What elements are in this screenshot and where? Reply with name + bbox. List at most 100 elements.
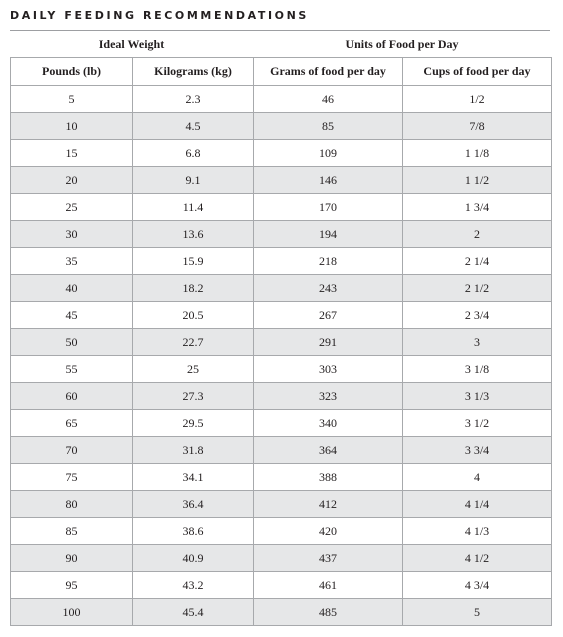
table-cell: 4 1/4 (402, 490, 552, 518)
table-cell: 243 (253, 274, 403, 302)
table-cell: 95 (10, 571, 133, 599)
table-cell: 4 1/2 (402, 544, 552, 572)
table-cell: 218 (253, 247, 403, 275)
table-cell: 38.6 (132, 517, 254, 545)
column-header: Cups of food per day (402, 57, 552, 86)
group-header: Ideal Weight (98, 37, 165, 51)
table-cell: 20.5 (132, 301, 254, 329)
table-cell: 2.3 (132, 85, 254, 113)
table-cell: 46 (253, 85, 403, 113)
divider (10, 30, 550, 31)
table-cell: 4 1/3 (402, 517, 552, 545)
table-cell: 3 3/4 (402, 436, 552, 464)
header-row: Pounds (lb) Kilograms (kg) Grams of food p… (10, 57, 552, 86)
table-row: 30 13.6 194 2 (10, 220, 552, 248)
table-cell: 60 (10, 382, 133, 410)
table-row: 90 40.9 437 4 1/2 (10, 544, 552, 572)
table-row: 10 4.5 85 7/8 (10, 112, 552, 140)
title: DAILY FEEDING RECOMMENDATIONS (10, 9, 309, 22)
table-cell: 5 (10, 85, 133, 113)
table-cell: 13.6 (132, 220, 254, 248)
table-row: 75 34.1 388 4 (10, 463, 552, 491)
table-cell: 10 (10, 112, 133, 140)
column-header: Kilograms (kg) (132, 57, 254, 86)
table-cell: 170 (253, 193, 403, 221)
table-cell: 25 (132, 355, 254, 383)
table-cell: 43.2 (132, 571, 254, 599)
table-cell: 1/2 (402, 85, 552, 113)
table-cell: 50 (10, 328, 133, 356)
table-cell: 2 3/4 (402, 301, 552, 329)
table-row: 95 43.2 461 4 3/4 (10, 571, 552, 599)
table-cell: 27.3 (132, 382, 254, 410)
table-cell: 420 (253, 517, 403, 545)
table-cell: 1 3/4 (402, 193, 552, 221)
table-cell: 388 (253, 463, 403, 491)
table-cell: 2 1/4 (402, 247, 552, 275)
table-cell: 15.9 (132, 247, 254, 275)
table-row: 15 6.8 109 1 1/8 (10, 139, 552, 167)
table-cell: 109 (253, 139, 403, 167)
table-row: 60 27.3 323 3 1/3 (10, 382, 552, 410)
table-cell: 194 (253, 220, 403, 248)
table-cell: 25 (10, 193, 133, 221)
table-cell: 3 1/2 (402, 409, 552, 437)
table-cell: 70 (10, 436, 133, 464)
table-cell: 7/8 (402, 112, 552, 140)
table-cell: 100 (10, 598, 133, 626)
table-cell: 34.1 (132, 463, 254, 491)
table-cell: 18.2 (132, 274, 254, 302)
table-cell: 323 (253, 382, 403, 410)
table-cell: 45.4 (132, 598, 254, 626)
table-row: 5 2.3 46 1/2 (10, 85, 552, 113)
table-cell: 364 (253, 436, 403, 464)
table-cell: 90 (10, 544, 133, 572)
table-cell: 6.8 (132, 139, 254, 167)
table-cell: 4 3/4 (402, 571, 552, 599)
table-row: 70 31.8 364 3 3/4 (10, 436, 552, 464)
table-cell: 9.1 (132, 166, 254, 194)
table-cell: 3 (402, 328, 552, 356)
table-row: 65 29.5 340 3 1/2 (10, 409, 552, 437)
table-cell: 4 (402, 463, 552, 491)
table-cell: 80 (10, 490, 133, 518)
table-cell: 55 (10, 355, 133, 383)
table-cell: 3 1/8 (402, 355, 552, 383)
table-row: 85 38.6 420 4 1/3 (10, 517, 552, 545)
table-row: 100 45.4 485 5 (10, 598, 552, 626)
table-cell: 461 (253, 571, 403, 599)
table-cell: 412 (253, 490, 403, 518)
group-header: Units of Food per Day (345, 37, 459, 51)
table-cell: 1 1/2 (402, 166, 552, 194)
table-cell: 36.4 (132, 490, 254, 518)
table-cell: 31.8 (132, 436, 254, 464)
table-cell: 11.4 (132, 193, 254, 221)
table-cell: 40.9 (132, 544, 254, 572)
table-row: 80 36.4 412 4 1/4 (10, 490, 552, 518)
column-header: Grams of food per day (253, 57, 403, 86)
table-cell: 3 1/3 (402, 382, 552, 410)
table-cell: 267 (253, 301, 403, 329)
column-header: Pounds (lb) (10, 57, 133, 86)
table-cell: 45 (10, 301, 133, 329)
table-cell: 65 (10, 409, 133, 437)
table-cell: 30 (10, 220, 133, 248)
table-cell: 20 (10, 166, 133, 194)
table-cell: 303 (253, 355, 403, 383)
table-cell: 75 (10, 463, 133, 491)
table-row: 55 25 303 3 1/8 (10, 355, 552, 383)
table-row: 35 15.9 218 2 1/4 (10, 247, 552, 275)
table-body: 5 2.3 46 1/2 10 4.5 85 7/8 15 6.8 109 1 1/8 20 9.1 146… (10, 85, 552, 626)
table-cell: 22.7 (132, 328, 254, 356)
table-cell: 29.5 (132, 409, 254, 437)
table-cell: 2 (402, 220, 552, 248)
table-row: 20 9.1 146 1 1/2 (10, 166, 552, 194)
table-cell: 1 1/8 (402, 139, 552, 167)
table-cell: 2 1/2 (402, 274, 552, 302)
table-cell: 15 (10, 139, 133, 167)
table-cell: 4.5 (132, 112, 254, 140)
table-cell: 5 (402, 598, 552, 626)
table-cell: 85 (253, 112, 403, 140)
